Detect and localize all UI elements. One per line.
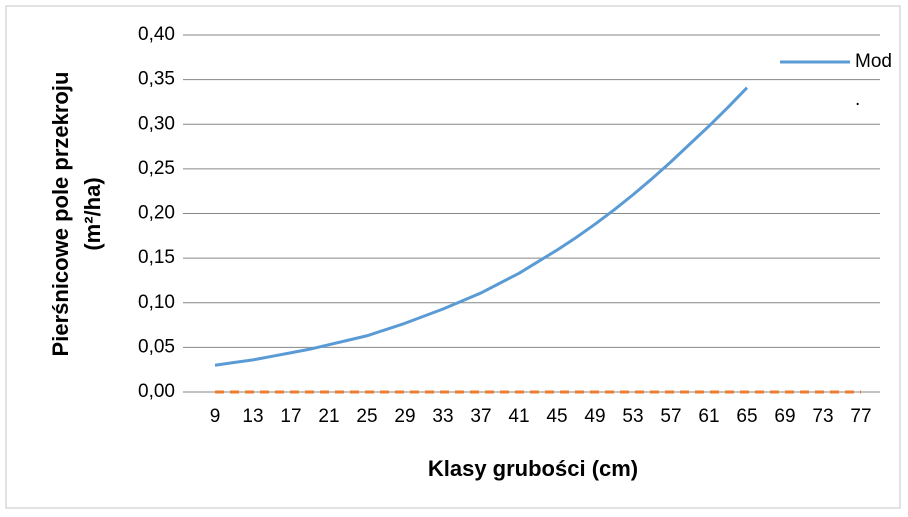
y-axis-title-line: (m²/ha): [80, 177, 105, 250]
x-tick-label: 29: [394, 406, 415, 427]
x-tick-label: 45: [546, 406, 567, 427]
x-tick-label: 61: [698, 406, 719, 427]
x-tick-label: 73: [812, 406, 833, 427]
x-tick-label: 25: [356, 406, 377, 427]
y-tick-label: 0,30: [138, 113, 175, 134]
y-tick-label: 0,40: [138, 24, 175, 45]
x-tick-label: 21: [318, 406, 339, 427]
x-tick-label: 65: [736, 406, 757, 427]
y-axis-title-line: Pierśnicowe pole przekroju: [48, 72, 73, 357]
y-tick-label: 0,20: [138, 203, 175, 224]
y-tick-label: 0,10: [138, 292, 175, 313]
x-tick-label: 77: [850, 406, 871, 427]
y-tick-label: 0,35: [138, 69, 175, 90]
y-tick-label: 0,00: [138, 381, 175, 402]
x-tick-label: 57: [660, 406, 681, 427]
x-tick-label: 17: [280, 406, 301, 427]
chart-border: [5, 5, 901, 509]
x-tick-label: 37: [470, 406, 491, 427]
y-tick-label: 0,25: [138, 158, 175, 179]
x-axis-title: Klasy grubości (cm): [428, 456, 638, 481]
x-tick-label: 53: [622, 406, 643, 427]
x-tick-label: 69: [774, 406, 795, 427]
series-line: [214, 86, 749, 367]
x-tick-label: 13: [242, 406, 263, 427]
y-axis-title: Pierśnicowe pole przekroju (m²/ha): [48, 72, 105, 357]
y-tick-label: 0,05: [138, 336, 175, 357]
x-tick-label: 9: [210, 406, 221, 427]
x-tick-label: 33: [432, 406, 453, 427]
legend-label: .: [855, 89, 860, 110]
legend-label: Mod: [855, 51, 892, 72]
x-tick-label: 41: [508, 406, 529, 427]
x-tick-label: 49: [584, 406, 605, 427]
y-tick-label: 0,15: [138, 247, 175, 268]
